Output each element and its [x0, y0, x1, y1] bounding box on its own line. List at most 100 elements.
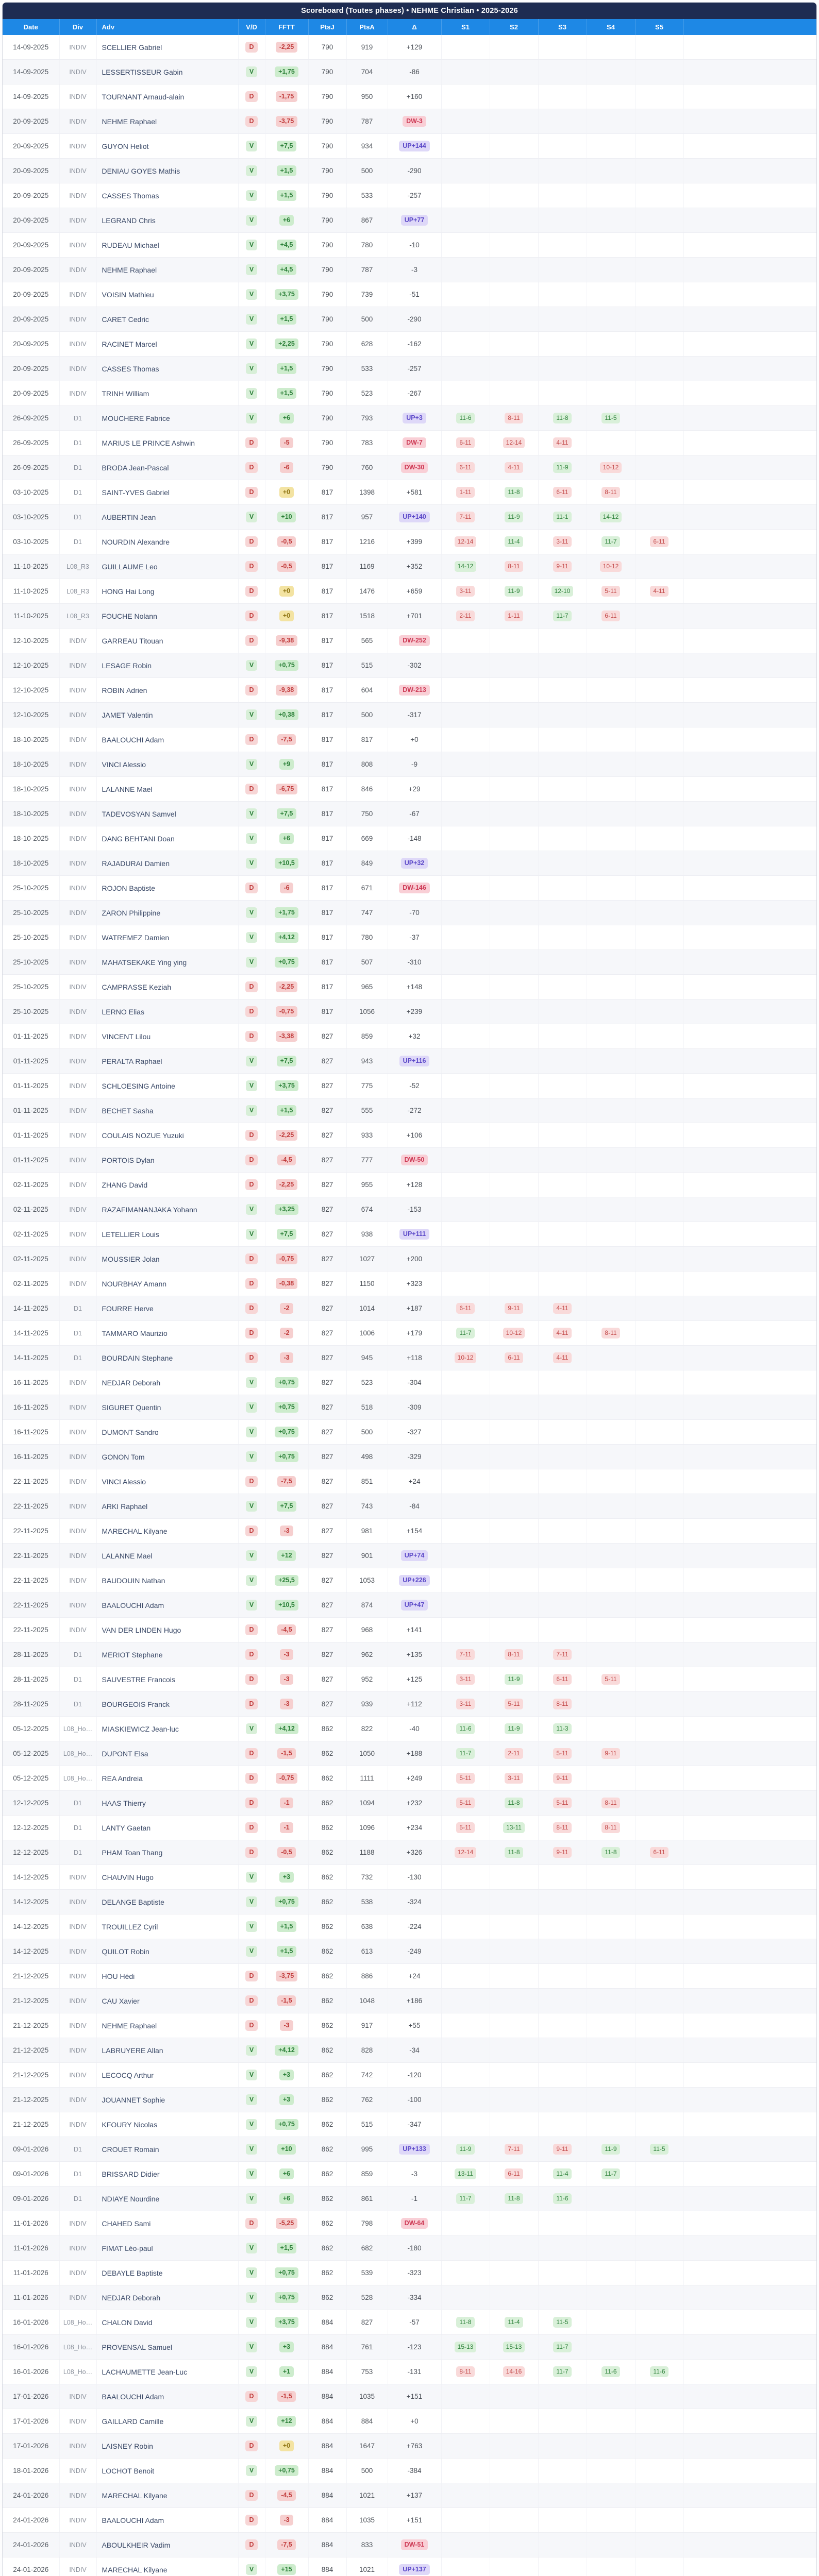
- result-badge: D: [245, 462, 258, 473]
- delta-dw-badge: DW-30: [400, 462, 428, 473]
- result-cell: V: [238, 504, 265, 530]
- ptsj-cell: 817: [308, 727, 347, 752]
- fftt-cell: -3: [265, 2013, 309, 2038]
- match-row: 18-10-2025 INDIV VINCI Alessio V +9 817 808 -9: [3, 752, 816, 777]
- division-cell: INDIV: [59, 232, 97, 258]
- division-cell: INDIV: [59, 356, 97, 381]
- set-cell: 3-11: [490, 1766, 539, 1791]
- date-cell: 26-09-2025: [3, 430, 60, 455]
- ptsj-cell: 827: [308, 1246, 347, 1272]
- result-cell: D: [238, 35, 265, 60]
- spacer-cell: [683, 2507, 816, 2533]
- opponent-cell: RAZAFIMANANJAKA Yohann: [96, 1197, 239, 1222]
- result-badge: D: [245, 1526, 258, 1536]
- result-badge: V: [245, 808, 258, 819]
- spacer-cell: [683, 1716, 816, 1741]
- fftt-cell: -3: [265, 1667, 309, 1692]
- spacer-cell: [683, 430, 816, 455]
- opponent-cell: BRISSARD Didier: [96, 2161, 239, 2187]
- date-cell: 21-12-2025: [3, 2013, 60, 2038]
- spacer-cell: [683, 2310, 816, 2335]
- delta-cell: +249: [388, 1766, 442, 1791]
- spacer-cell: [683, 554, 816, 579]
- set-cell: [490, 183, 539, 208]
- fftt-cell: +1,5: [265, 183, 309, 208]
- set-cell: [490, 2260, 539, 2285]
- delta-cell: -384: [388, 2458, 442, 2483]
- set-cell: [490, 999, 539, 1024]
- result-badge: V: [245, 314, 258, 325]
- set-cell: [538, 356, 587, 381]
- set-cell: [635, 307, 684, 332]
- delta-cell: UP+137: [388, 2557, 442, 2576]
- set-cell: [490, 851, 539, 876]
- fftt-cell: +4,12: [265, 925, 309, 950]
- match-row: 24-01-2026 INDIV BAALOUCHI Adam D -3 884 1035 +…: [3, 2507, 816, 2533]
- set-cell: 3-11: [441, 1667, 490, 1692]
- fftt-cell: +12: [265, 2409, 309, 2434]
- date-cell: 12-12-2025: [3, 1815, 60, 1840]
- division-cell: INDIV: [59, 257, 97, 282]
- result-cell: D: [238, 999, 265, 1024]
- fftt-cell: +1,5: [265, 1939, 309, 1964]
- spacer-cell: [683, 653, 816, 678]
- division-cell: INDIV: [59, 925, 97, 950]
- ptsa-cell: 555: [346, 1098, 388, 1123]
- division-cell: L08_R3: [59, 579, 97, 604]
- set-cell: [587, 257, 636, 282]
- ptsj-cell: 817: [308, 776, 347, 802]
- date-cell: 14-11-2025: [3, 1345, 60, 1370]
- ptsa-cell: 775: [346, 1073, 388, 1098]
- result-cell: V: [238, 1543, 265, 1568]
- delta-cell: -37: [388, 925, 442, 950]
- set-cell: [490, 1568, 539, 1593]
- ptsj-cell: 862: [308, 2211, 347, 2236]
- set-cell: 11-9: [441, 2137, 490, 2162]
- division-cell: D1: [59, 1642, 97, 1667]
- match-row: 09-01-2026 D1 NDIAYE Nourdine V +6 862 861 -1 11…: [3, 2186, 816, 2211]
- set-cell: [635, 2186, 684, 2211]
- ptsa-cell: 533: [346, 183, 388, 208]
- fftt-cell: +3: [265, 1865, 309, 1890]
- fftt-badge: -1: [280, 1822, 293, 1833]
- match-row: 11-10-2025 L08_R3 GUILLAUME Leo D -0,5 817 116…: [3, 554, 816, 579]
- fftt-cell: +6: [265, 2161, 309, 2187]
- ptsj-cell: 790: [308, 381, 347, 406]
- ptsj-cell: 827: [308, 1048, 347, 1074]
- result-cell: D: [238, 480, 265, 505]
- set-cell: [635, 1568, 684, 1593]
- division-cell: INDIV: [59, 59, 97, 84]
- set-cell: 8-11: [587, 1320, 636, 1346]
- result-cell: D: [238, 1246, 265, 1272]
- set-lost-chip: 6-11: [456, 437, 475, 448]
- ptsj-cell: 817: [308, 925, 347, 950]
- spacer-cell: [683, 702, 816, 727]
- result-cell: V: [238, 1098, 265, 1123]
- set-lost-chip: 12-14: [454, 1847, 477, 1858]
- set-cell: [635, 381, 684, 406]
- result-badge: V: [245, 2144, 258, 2155]
- set-cell: [635, 356, 684, 381]
- result-cell: D: [238, 1667, 265, 1692]
- fftt-cell: +0,75: [265, 2260, 309, 2285]
- result-cell: V: [238, 1914, 265, 1939]
- set-cell: [587, 776, 636, 802]
- set-cell: 9-11: [538, 1840, 587, 1865]
- set-cell: [538, 2038, 587, 2063]
- set-cell: 11-7: [441, 1320, 490, 1346]
- spacer-cell: [683, 133, 816, 159]
- delta-cell: +188: [388, 1741, 442, 1766]
- fftt-badge: -5,25: [275, 2218, 298, 2229]
- spacer-cell: [683, 2285, 816, 2310]
- division-cell: D1: [59, 1815, 97, 1840]
- division-cell: INDIV: [59, 2211, 97, 2236]
- result-badge: V: [245, 1921, 258, 1932]
- set-cell: [587, 2285, 636, 2310]
- set-cell: [441, 1073, 490, 1098]
- delta-cell: -180: [388, 2235, 442, 2261]
- ptsj-cell: 817: [308, 950, 347, 975]
- fftt-badge: +1,5: [276, 165, 297, 176]
- ptsj-cell: 862: [308, 1963, 347, 1989]
- division-cell: D1: [59, 529, 97, 554]
- ptsa-cell: 955: [346, 1172, 388, 1197]
